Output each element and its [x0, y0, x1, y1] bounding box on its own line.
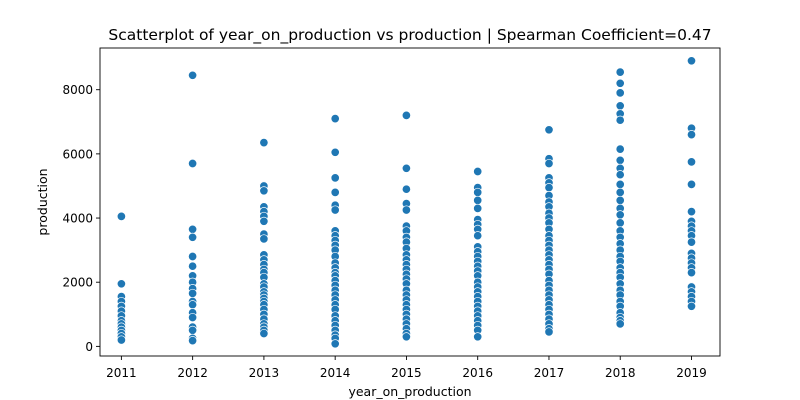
data-point — [686, 56, 697, 66]
x-tick-label: 2016 — [462, 366, 493, 380]
y-tick-label: 4000 — [62, 212, 93, 226]
data-point — [259, 186, 269, 196]
plot-frame — [99, 47, 721, 357]
data-point — [188, 325, 198, 335]
x-tick-label: 2015 — [391, 366, 422, 380]
data-point — [473, 332, 483, 342]
data-point — [188, 251, 198, 262]
y-tick-label: 8000 — [62, 83, 93, 97]
y-tick-label: 2000 — [62, 276, 93, 290]
x-tick-label: 2017 — [534, 366, 565, 380]
y-tick-label: 6000 — [62, 147, 93, 161]
data-point — [259, 234, 269, 244]
data-point — [686, 268, 697, 278]
y-axis-ticks: 0 2000 4000 6000 8000 — [62, 83, 100, 354]
data-point — [330, 187, 340, 197]
data-point — [686, 157, 697, 167]
data-point — [686, 237, 697, 247]
data-point — [116, 335, 126, 345]
data-point — [615, 179, 625, 189]
data-point — [686, 301, 697, 311]
data-point — [615, 319, 625, 329]
data-point — [615, 67, 625, 77]
data-point — [259, 328, 269, 339]
data-point — [330, 339, 340, 349]
data-point — [401, 110, 411, 120]
data-point — [188, 158, 198, 169]
data-point — [615, 170, 625, 180]
y-axis-label: production — [35, 168, 50, 235]
data-point — [188, 224, 198, 234]
x-tick-label: 2012 — [177, 366, 208, 380]
chart-title: Scatterplot of year_on_production vs pro… — [108, 26, 711, 45]
data-point — [615, 78, 625, 88]
data-point — [401, 205, 411, 215]
data-point — [615, 101, 625, 111]
data-point — [615, 144, 625, 154]
x-tick-label: 2018 — [605, 366, 636, 380]
data-point — [544, 183, 554, 193]
data-point — [401, 184, 411, 194]
x-axis-ticks: 2011 2012 2013 2014 2015 2016 2017 2018 2019 — [106, 356, 707, 380]
data-point — [188, 70, 198, 80]
data-point — [188, 312, 198, 323]
data-point — [473, 187, 483, 197]
data-point — [615, 88, 625, 98]
data-point — [401, 332, 411, 342]
data-point — [473, 166, 483, 177]
data-point — [686, 179, 697, 189]
data-point — [330, 173, 340, 183]
data-point — [615, 155, 625, 165]
data-point — [116, 279, 126, 289]
data-point — [188, 261, 198, 271]
y-tick-label: 0 — [85, 340, 93, 354]
data-point — [615, 218, 625, 228]
data-point — [615, 195, 625, 205]
data-point — [615, 115, 625, 125]
data-point — [259, 216, 269, 226]
x-axis-label: year_on_production — [348, 384, 471, 399]
data-point — [401, 163, 411, 173]
data-point — [116, 211, 126, 221]
data-point — [330, 205, 340, 215]
data-point — [188, 300, 198, 310]
data-point — [544, 125, 554, 135]
data-point — [330, 114, 340, 124]
data-point — [259, 138, 269, 148]
data-point — [473, 203, 483, 213]
data-point — [686, 130, 697, 140]
data-point — [615, 210, 625, 220]
data-point — [473, 231, 483, 241]
data-point — [188, 336, 198, 346]
x-tick-label: 2019 — [676, 366, 707, 380]
data-point — [686, 207, 697, 217]
data-point — [615, 187, 625, 197]
x-tick-label: 2014 — [320, 366, 351, 380]
data-point — [188, 288, 198, 298]
data-point — [544, 327, 554, 337]
x-tick-label: 2013 — [249, 366, 280, 380]
data-point — [544, 158, 554, 169]
data-point — [473, 195, 483, 205]
data-point — [188, 232, 198, 242]
data-point — [330, 147, 340, 157]
x-tick-label: 2011 — [106, 366, 137, 380]
data-points — [116, 56, 697, 349]
